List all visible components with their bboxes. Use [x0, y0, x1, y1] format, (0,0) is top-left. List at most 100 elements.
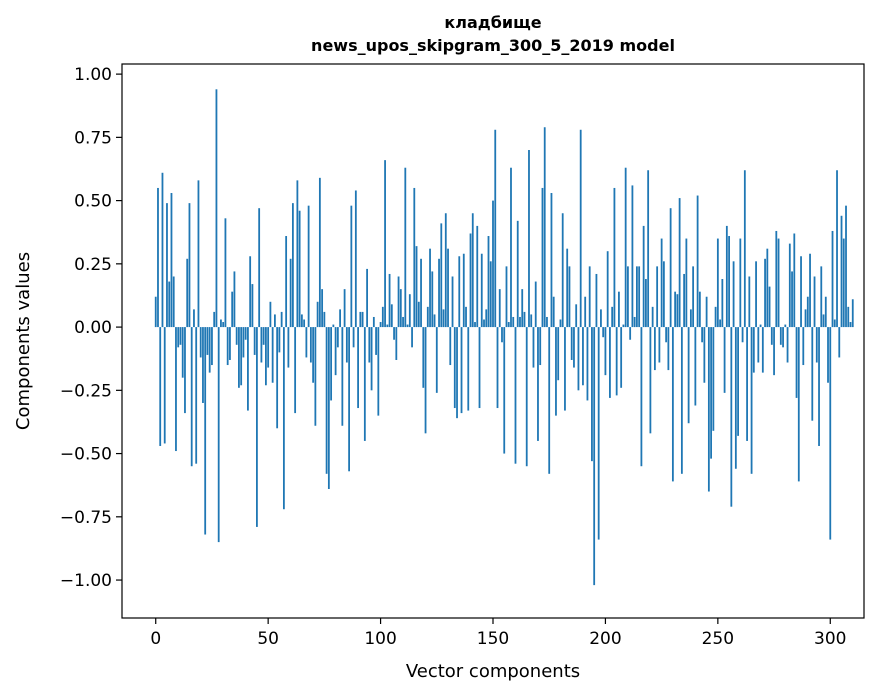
bar-172: [541, 187, 544, 328]
bar-288: [802, 327, 805, 366]
bar-113: [408, 294, 411, 328]
bar-278: [779, 327, 782, 345]
y-tick-label: 0.75: [74, 128, 112, 148]
x-tick-label: 0: [150, 629, 161, 649]
bar-44: [253, 327, 256, 355]
bar-153: [498, 289, 501, 328]
bar-264: [748, 276, 751, 328]
bar-1: [157, 187, 159, 328]
bar-21: [202, 327, 204, 403]
bar-189: [579, 129, 582, 328]
bar-122: [429, 248, 431, 328]
bar-38: [240, 327, 243, 386]
bar-159: [512, 316, 515, 328]
bar-140: [469, 233, 472, 328]
bar-17: [193, 309, 195, 328]
bar-217: [642, 225, 645, 328]
bar-73: [318, 177, 321, 328]
bar-201: [606, 251, 609, 328]
bar-151: [494, 129, 497, 328]
bar-106: [393, 327, 395, 340]
bar-60: [289, 258, 292, 328]
bar-260: [739, 238, 742, 328]
bar-257: [732, 261, 735, 328]
bar-84: [343, 289, 346, 328]
bar-268: [757, 327, 760, 363]
bar-105: [390, 304, 393, 328]
bar-243: [701, 327, 704, 343]
bar-112: [406, 324, 409, 328]
bar-0: [154, 296, 157, 328]
bar-111: [404, 167, 407, 328]
bar-181: [561, 213, 564, 328]
bar-221: [651, 306, 654, 328]
bar-46: [258, 208, 261, 328]
bar-124: [433, 314, 436, 328]
bar-263: [746, 327, 748, 441]
bar-54: [276, 327, 279, 429]
bar-3: [161, 172, 164, 328]
bar-210: [627, 266, 629, 328]
bar-69: [309, 327, 312, 363]
bar-59: [287, 327, 290, 368]
bar-204: [613, 187, 616, 328]
bar-163: [521, 289, 524, 328]
bar-297: [822, 314, 825, 328]
bar-34: [231, 291, 234, 328]
bar-157: [507, 322, 510, 328]
x-tick-label: 200: [589, 629, 621, 649]
bar-186: [573, 327, 575, 368]
bar-279: [782, 327, 784, 348]
bar-70: [312, 327, 315, 383]
bar-155: [503, 327, 506, 454]
bar-228: [667, 327, 670, 371]
bar-196: [595, 273, 598, 328]
bar-215: [638, 266, 641, 328]
bar-104: [388, 273, 391, 328]
bar-66: [303, 319, 306, 328]
bar-267: [755, 261, 757, 328]
bar-32: [226, 327, 229, 366]
bar-61: [291, 203, 294, 328]
bar-244: [703, 327, 706, 383]
bar-128: [442, 309, 445, 328]
bar-130: [447, 248, 449, 328]
bar-254: [725, 225, 728, 328]
bar-294: [815, 327, 818, 363]
bar-118: [420, 258, 422, 328]
bar-281: [786, 327, 789, 363]
bar-107: [395, 327, 398, 360]
bar-246: [707, 327, 710, 492]
bar-146: [483, 319, 485, 328]
bar-49: [265, 327, 267, 386]
bar-280: [784, 324, 787, 328]
bar-94: [366, 268, 368, 328]
bar-9: [175, 327, 177, 452]
bar-219: [647, 170, 650, 328]
bar-292: [811, 327, 814, 421]
bar-35: [233, 271, 236, 328]
bar-64: [298, 210, 301, 328]
bar-277: [777, 238, 780, 328]
bar-56: [280, 311, 283, 328]
bar-247: [710, 327, 712, 459]
bar-51: [269, 301, 272, 328]
bar-78: [330, 327, 333, 401]
bar-90: [357, 327, 359, 409]
bar-274: [770, 327, 773, 345]
bar-202: [609, 327, 611, 398]
bar-47: [260, 327, 263, 363]
bar-116: [415, 246, 418, 328]
bar-103: [386, 324, 389, 328]
bar-93: [363, 327, 366, 441]
bar-203: [611, 306, 614, 328]
bar-164: [523, 311, 526, 328]
bar-185: [570, 327, 573, 360]
bar-15: [188, 203, 191, 328]
bar-30: [222, 322, 225, 328]
bar-23: [206, 327, 209, 355]
bar-82: [339, 309, 341, 328]
x-axis: 0 50 100 150 200 250 300: [150, 618, 846, 649]
bar-238: [689, 309, 692, 328]
x-tick-label: 50: [257, 629, 279, 649]
